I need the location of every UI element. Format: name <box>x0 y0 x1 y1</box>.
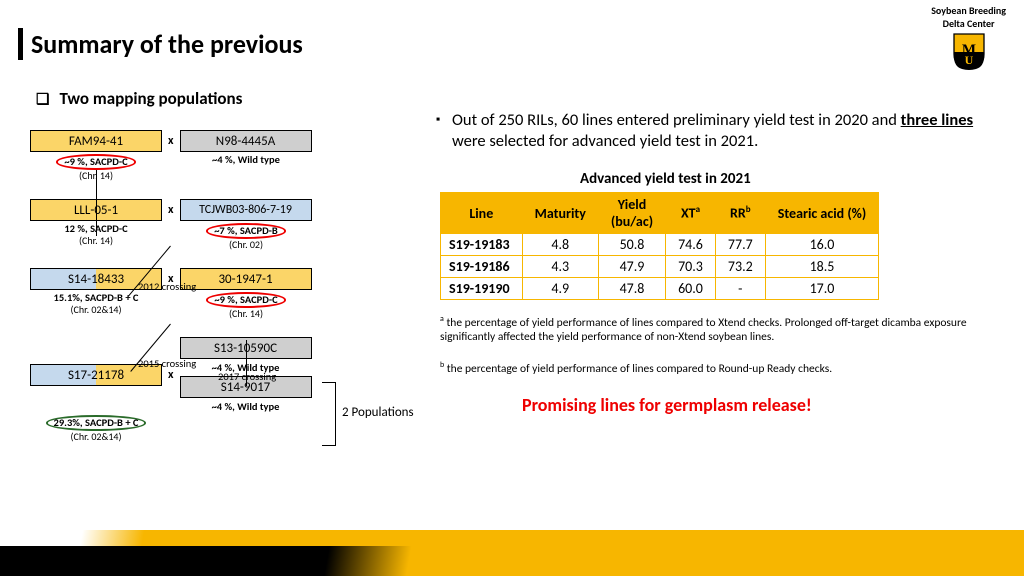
year-label: 2012 crossing <box>138 280 196 293</box>
year-label: 2015 crossing <box>138 357 196 370</box>
genotype-info: ~7 %, SACPD-B(Chr. 02) <box>180 223 312 250</box>
logo-text-2: Delta Center <box>931 17 1006 30</box>
col-yield: Yield(bu/ac) <box>598 193 665 234</box>
populations-label: 2 Populations <box>342 405 414 420</box>
genotype-info: ~9 %, SACPD-C(Chr. 14) <box>180 292 312 319</box>
title-bar: Summary of the previous <box>18 28 303 60</box>
col-stearic: Stearic acid (%) <box>765 193 879 234</box>
genotype-info: 15.1%, SACPD-B + C(Chr. 02&14) <box>30 292 162 319</box>
bracket-icon <box>322 382 336 446</box>
connector <box>96 170 97 236</box>
yield-table: Line Maturity Yield(bu/ac) XTa RRb Stear… <box>440 192 879 300</box>
logo: Soybean Breeding Delta Center MU <box>931 4 1006 70</box>
footer-swoosh-black <box>0 546 1024 576</box>
subheading: Two mapping populations <box>36 88 242 109</box>
genotype-info: ~4 %, Wild type <box>212 400 280 413</box>
cross-icon: x <box>168 134 174 148</box>
cross-icon: x <box>168 203 174 217</box>
col-rr: RRb <box>715 193 765 234</box>
mu-shield-icon: MU <box>952 32 986 70</box>
logo-text-1: Soybean Breeding <box>931 4 1006 17</box>
connector <box>246 340 247 386</box>
table-row: S19-19190 4.9 47.8 60.0 - 17.0 <box>441 278 879 300</box>
parent-box: 30-1947-1 <box>180 268 312 290</box>
cross-icon: x <box>168 368 174 382</box>
genotype-info: 29.3%, SACPD-B + C(Chr. 02&14) <box>30 415 162 442</box>
table-header-row: Line Maturity Yield(bu/ac) XTa RRb Stear… <box>441 193 879 234</box>
pedigree-diagram: FAM94-41 x N98-4445A ~9 %, SACPD-C(Chr. … <box>30 130 430 448</box>
promo-text: Promising lines for germplasm release! <box>522 394 812 416</box>
genotype-info: ~4 %, Wild type <box>180 154 312 181</box>
footnote-a: a the percentage of yield performance of… <box>440 314 1000 345</box>
footnote-b: b the percentage of yield performance of… <box>440 360 1000 376</box>
year-label: 2017 crossing <box>218 370 276 383</box>
parent-box: TCJWB03-806-7-19 <box>180 199 312 221</box>
col-line: Line <box>441 193 523 234</box>
parent-box: N98-4445A <box>180 130 312 152</box>
summary-text: Out of 250 RILs, 60 lines entered prelim… <box>452 110 1008 153</box>
table-title: Advanced yield test in 2021 <box>580 170 751 188</box>
table-row: S19-19186 4.3 47.9 70.3 73.2 18.5 <box>441 256 879 278</box>
table-row: S19-19183 4.8 50.8 74.6 77.7 16.0 <box>441 234 879 256</box>
col-maturity: Maturity <box>522 193 598 234</box>
svg-text:U: U <box>964 53 973 67</box>
parent-box: FAM94-41 <box>30 130 162 152</box>
col-xt: XTa <box>666 193 716 234</box>
slide-title: Summary of the previous <box>31 28 303 60</box>
